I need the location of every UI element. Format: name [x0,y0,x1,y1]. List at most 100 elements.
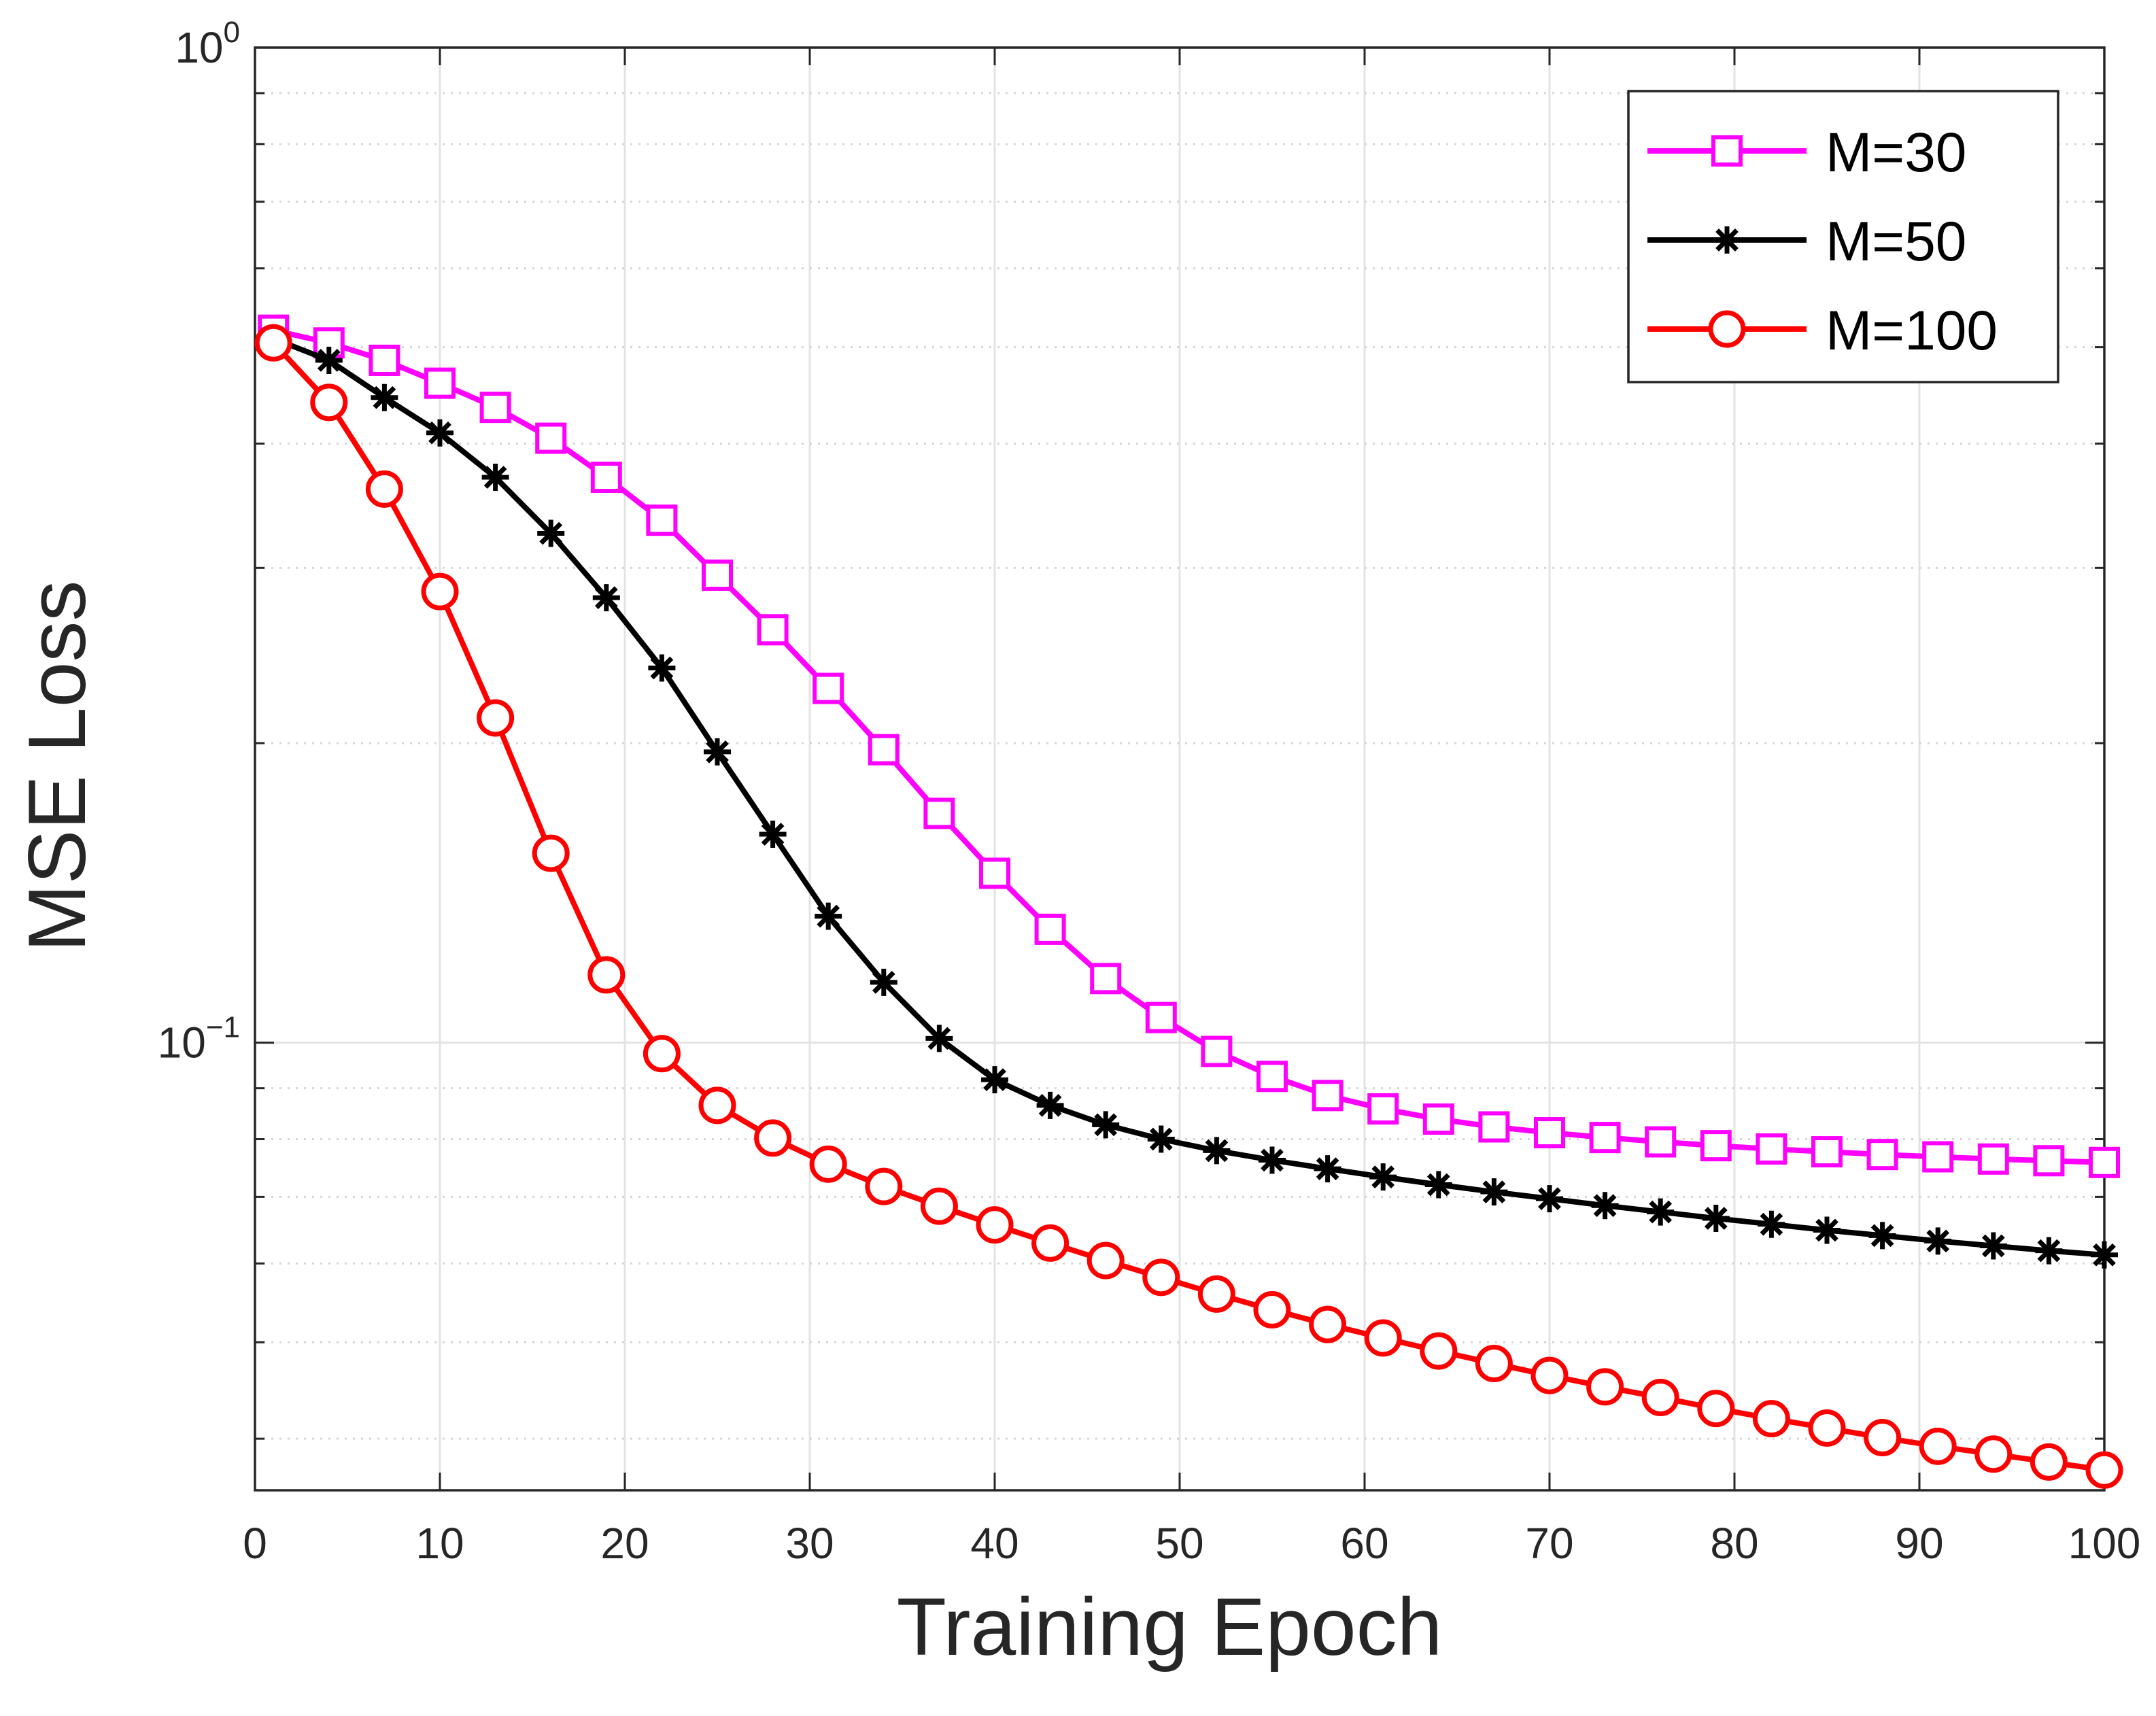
data-point-m-100 [1031,1224,1070,1262]
data-point-m-100 [1974,1435,2013,1473]
legend-label-m-100: M=100 [1826,300,1998,362]
legend-marker-m-30 [1711,135,1743,167]
data-point-m-100 [310,383,348,422]
data-point-m-100 [754,1119,792,1157]
x-tick-label: 30 [785,1519,834,1568]
data-point-m-100 [477,699,515,737]
data-point-m-30 [702,560,733,591]
data-point-m-50 [592,584,620,612]
data-point-m-100 [1086,1241,1125,1280]
data-point-m-30 [646,504,678,536]
data-point-m-30 [979,857,1010,889]
data-point-m-100 [698,1086,736,1125]
y-axis-label: MSE Loss [12,581,103,953]
data-point-m-50 [925,1025,953,1052]
data-point-m-50 [1591,1192,1619,1220]
data-point-m-50 [1647,1198,1675,1226]
x-tick-label: 90 [1895,1519,1943,1568]
data-point-m-30 [535,422,567,454]
legend-box [1627,90,2059,383]
y-tick-label: 10−1 [158,1011,240,1067]
data-point-m-50 [426,419,454,447]
data-point-m-100 [1364,1319,1402,1357]
x-tick-label: 100 [2068,1519,2141,1568]
data-point-m-50 [1203,1137,1231,1165]
data-point-m-50 [870,968,897,996]
data-point-m-100 [254,324,292,362]
data-point-m-50 [1259,1146,1286,1174]
data-point-m-30 [868,734,900,766]
data-point-m-30 [923,797,955,829]
data-point-m-30 [1756,1133,1787,1165]
data-point-m-100 [1420,1332,1458,1370]
data-point-m-30 [1534,1117,1565,1149]
data-point-m-30 [1145,1001,1177,1033]
axes-box [254,46,2106,1492]
data-point-m-30 [590,462,622,494]
data-point-m-50 [1424,1171,1452,1199]
x-tick-label: 10 [415,1519,464,1568]
data-point-m-50 [2035,1237,2063,1265]
plot-area: 0 10 20 30 40 50 60 70 80 90 100 10−1 100 M=30 M=50 M=1… [158,16,2141,1568]
data-point-m-100 [1919,1427,1957,1465]
data-point-m-100 [1752,1400,1790,1438]
data-point-m-30 [1090,963,1122,995]
x-tick-label: 40 [970,1519,1019,1568]
data-point-m-100 [1864,1419,1902,1457]
data-point-m-100 [1641,1379,1679,1417]
data-point-m-30 [1922,1141,1954,1173]
data-point-m-30 [1478,1111,1510,1143]
data-point-m-100 [643,1035,681,1073]
data-point-m-30 [424,367,456,399]
data-point-m-50 [1924,1227,1952,1255]
x-tick-label: 0 [243,1519,267,1568]
data-point-m-50 [2091,1241,2118,1269]
x-tick-label: 60 [1340,1519,1388,1568]
data-point-m-30 [1312,1080,1344,1112]
data-point-m-100 [2085,1451,2123,1489]
data-point-m-100 [587,956,626,994]
data-point-m-30 [1866,1139,1898,1171]
x-tick-label: 80 [1710,1519,1758,1568]
legend-label-m-30: M=30 [1826,122,1966,184]
data-point-m-100 [920,1187,958,1225]
data-point-m-50 [1758,1210,1785,1238]
data-point-m-30 [1645,1126,1677,1158]
x-axis-label: Training Epoch [897,1581,1443,1672]
data-point-m-100 [1530,1356,1569,1394]
data-point-m-50 [1480,1178,1508,1206]
data-point-m-30 [1977,1143,2009,1175]
y-tick-label: 100 [175,16,240,72]
data-point-m-50 [981,1066,1008,1094]
data-point-m-50 [481,464,509,492]
data-point-m-100 [1475,1345,1513,1383]
data-point-m-100 [365,470,403,508]
data-point-m-50 [759,821,787,848]
data-point-m-30 [757,614,789,646]
series-line-m-50 [271,336,2107,1258]
data-point-m-30 [369,344,400,376]
data-point-m-50 [315,346,343,374]
data-point-m-50 [1702,1205,1730,1233]
data-point-m-100 [1309,1305,1347,1343]
data-point-m-50 [1369,1163,1397,1191]
data-point-m-30 [1811,1136,1843,1168]
data-point-m-100 [1808,1409,1846,1447]
legend-marker-m-50 [1713,226,1741,254]
data-point-m-50 [1147,1125,1175,1153]
data-point-m-30 [2033,1145,2065,1177]
series-m-30 [258,314,2120,1178]
data-point-m-50 [648,654,676,682]
data-point-m-100 [2030,1443,2068,1481]
legend: M=30 M=50 M=100 [1627,90,2059,383]
data-point-m-30 [1256,1061,1288,1093]
data-point-m-50 [1979,1232,2007,1260]
x-tick-label: 70 [1525,1519,1573,1568]
data-point-m-100 [532,834,570,872]
series-m-100 [254,324,2123,1489]
data-point-m-100 [1142,1258,1180,1297]
data-point-m-50 [1092,1111,1120,1139]
series-line-m-100 [271,340,2107,1473]
data-point-m-30 [479,392,511,424]
series-m-50 [260,325,2118,1269]
